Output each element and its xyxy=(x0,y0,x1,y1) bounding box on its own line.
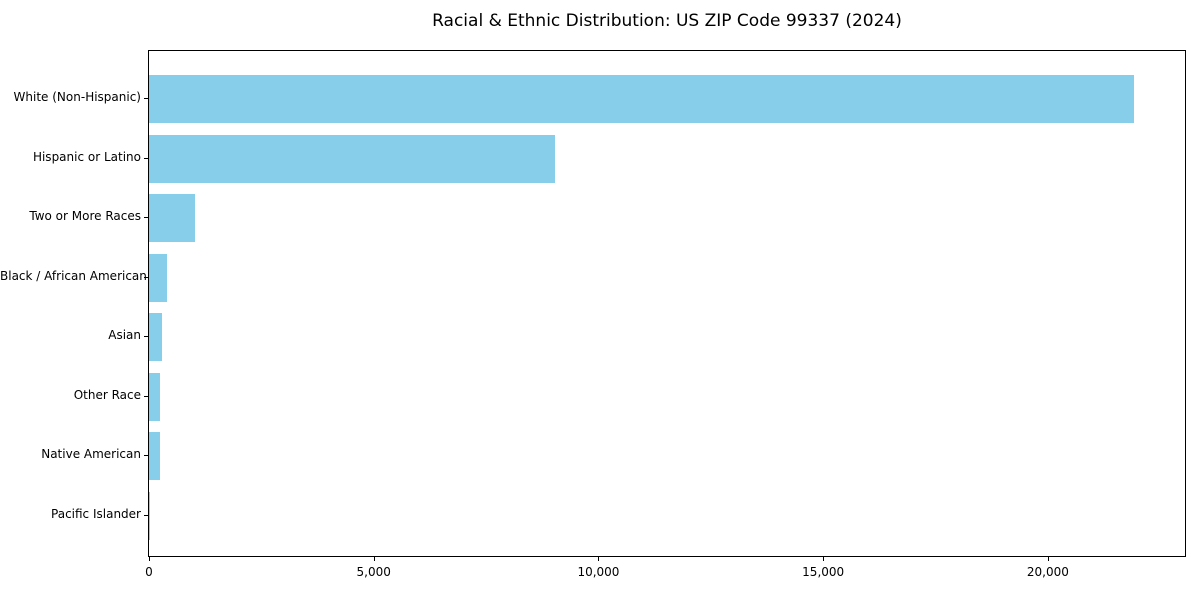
x-tick-label: 20,000 xyxy=(1026,565,1069,579)
x-tick-label: 10,000 xyxy=(577,565,620,579)
x-axis-tick xyxy=(149,557,150,561)
bar xyxy=(149,432,160,481)
x-tick-label: 15,000 xyxy=(802,565,845,579)
y-axis-tick xyxy=(144,514,148,516)
bar xyxy=(149,253,167,302)
x-axis-tick xyxy=(823,557,825,561)
chart-title: Racial & Ethnic Distribution: US ZIP Cod… xyxy=(432,11,902,31)
x-axis-tick xyxy=(373,557,375,561)
y-axis-tick xyxy=(144,217,148,219)
y-tick-label: Two or More Races xyxy=(29,209,141,224)
y-tick-label: Asian xyxy=(108,328,141,343)
y-axis-tick xyxy=(144,455,148,457)
bar xyxy=(149,313,163,362)
y-tick-label: Pacific Islander xyxy=(51,506,141,521)
x-axis-tick xyxy=(1047,557,1049,561)
x-tick-label: 0 xyxy=(145,565,153,579)
bar xyxy=(149,134,555,183)
y-axis-tick xyxy=(144,395,148,397)
bar xyxy=(149,75,1135,123)
y-tick-label: Black / African American xyxy=(0,268,147,283)
x-axis-tick xyxy=(598,557,600,561)
y-axis-tick xyxy=(144,98,148,99)
y-axis-tick xyxy=(144,276,148,278)
bar xyxy=(149,372,161,421)
bar xyxy=(149,194,196,243)
y-tick-label: Other Race xyxy=(73,387,141,402)
y-axis-tick xyxy=(144,157,148,159)
x-tick-label: 5,000 xyxy=(356,565,391,579)
y-tick-label: Native American xyxy=(41,447,141,462)
y-tick-label: Hispanic or Latino xyxy=(32,149,141,164)
y-tick-label: White (Non-Hispanic) xyxy=(13,90,141,104)
y-axis-tick xyxy=(144,336,148,338)
plot-area xyxy=(148,50,1186,557)
